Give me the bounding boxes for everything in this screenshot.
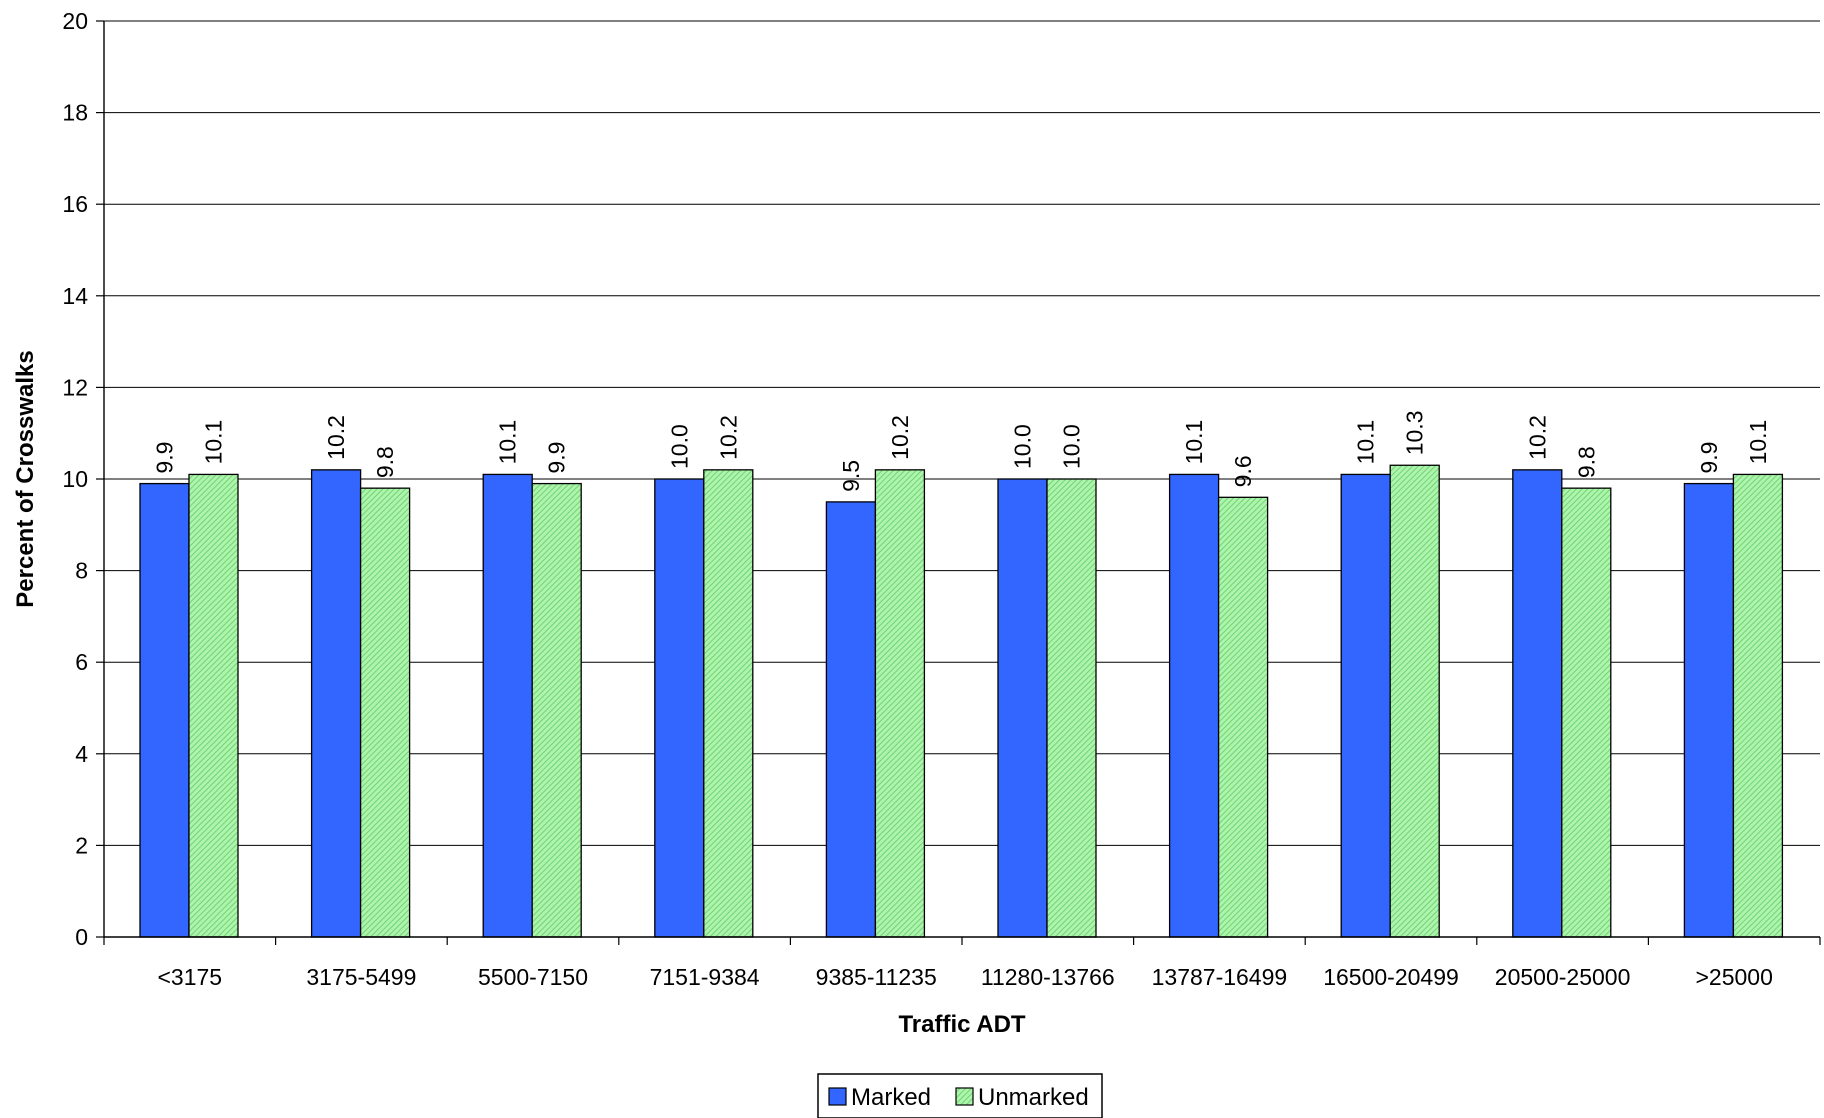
data-label: 9.9 — [1696, 442, 1722, 474]
y-tick-label: 18 — [62, 100, 88, 126]
x-tick-label: 3175-5499 — [306, 964, 416, 990]
legend-swatch-unmarked — [955, 1087, 974, 1106]
x-tick-label: 5500-7150 — [478, 964, 588, 990]
legend-swatch-marked — [828, 1087, 847, 1106]
data-label: 10.1 — [1353, 420, 1379, 465]
bar-marked — [482, 473, 533, 938]
bar-marked — [654, 478, 705, 938]
data-label: 9.9 — [152, 442, 178, 474]
data-label: 9.8 — [1573, 446, 1599, 478]
y-tick-label: 2 — [75, 832, 88, 858]
x-tick-label: 9385-11235 — [816, 964, 937, 990]
legend-label-marked: Marked — [851, 1084, 931, 1111]
x-tick-label: <3175 — [157, 964, 222, 990]
x-tick-label: 7151-9384 — [650, 964, 760, 990]
bar-unmarked — [359, 487, 411, 938]
y-tick-label: 6 — [75, 649, 88, 675]
y-tick-label: 0 — [75, 924, 88, 950]
bar-unmarked — [703, 469, 754, 938]
bar-unmarked — [1389, 464, 1440, 938]
data-label: 10.1 — [1181, 420, 1207, 465]
data-label: 10.2 — [1524, 415, 1550, 460]
data-label: 10.2 — [887, 415, 913, 460]
bar-marked — [139, 482, 190, 938]
data-label: 10.0 — [1059, 424, 1085, 469]
bar-unmarked — [1732, 473, 1784, 938]
y-tick-label: 10 — [62, 466, 88, 492]
x-tick-label: 11280-13766 — [981, 964, 1115, 990]
x-tick-label: >25000 — [1696, 964, 1773, 990]
bar-unmarked — [1046, 478, 1097, 938]
data-label: 10.1 — [201, 420, 227, 465]
data-label: 9.6 — [1230, 455, 1256, 487]
bars — [139, 464, 1784, 938]
bar-marked — [1168, 473, 1220, 938]
y-tick-label: 16 — [62, 191, 88, 217]
data-label: 10.1 — [495, 420, 521, 465]
legend-label-unmarked: Unmarked — [978, 1084, 1089, 1111]
bar-unmarked — [531, 482, 582, 938]
bar-marked — [825, 501, 877, 938]
data-label: 10.2 — [715, 415, 741, 460]
data-label: 10.0 — [1010, 424, 1036, 469]
bar-unmarked — [1561, 487, 1612, 938]
y-tick-label: 12 — [62, 374, 88, 400]
bar-marked — [1512, 469, 1563, 938]
y-tick-label: 20 — [62, 8, 88, 34]
bar-marked — [310, 469, 362, 938]
tick-labels: 0 2 4 6 8 10 12 14 16 18 20 <3175 3175-5499 5500-7150… — [62, 8, 1772, 990]
data-label: 10.1 — [1745, 420, 1771, 465]
y-tick-label: 4 — [75, 741, 88, 767]
data-label: 10.2 — [323, 415, 349, 460]
data-label: 10.0 — [666, 424, 692, 469]
axes — [96, 20, 1821, 945]
data-label: 9.9 — [544, 442, 570, 474]
x-tick-label: 16500-20499 — [1323, 964, 1459, 990]
bar-unmarked — [874, 469, 926, 938]
data-labels: 9.9 10.1 10.2 9.8 10.1 9.9 10.0 10.2 9.5 10.2 10.0… — [152, 410, 1771, 491]
data-label: 9.5 — [838, 460, 864, 492]
y-axis-title: Percent of Crosswalks — [12, 350, 39, 607]
y-tick-label: 8 — [75, 558, 88, 584]
bar-unmarked — [1217, 496, 1269, 938]
bar-marked — [1340, 473, 1391, 938]
bar-marked — [997, 478, 1048, 938]
data-label: 9.8 — [372, 446, 398, 478]
data-label: 10.3 — [1402, 410, 1428, 455]
x-tick-label: 20500-25000 — [1495, 964, 1631, 990]
bar-marked — [1683, 482, 1735, 938]
bar-unmarked — [188, 473, 239, 938]
x-tick-label: 13787-16499 — [1152, 964, 1288, 990]
legend: Marked Unmarked — [817, 1073, 1103, 1118]
x-axis-title: Traffic ADT — [898, 1011, 1025, 1038]
y-tick-label: 14 — [62, 283, 88, 309]
